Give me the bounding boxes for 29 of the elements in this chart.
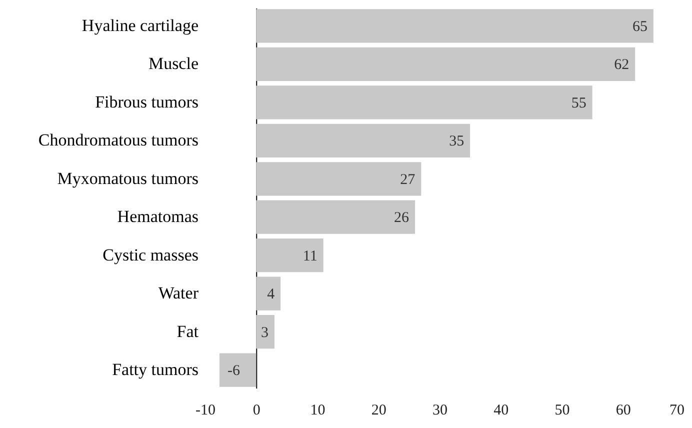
- x-tick-label: -10: [196, 402, 216, 418]
- data-label: 62: [614, 57, 630, 74]
- data-label: 3: [260, 324, 268, 341]
- data-label: 55: [571, 95, 586, 112]
- y-tick-label: Cystic masses: [102, 245, 198, 264]
- x-tick-label: 60: [616, 402, 631, 418]
- y-tick-label: Fibrous tumors: [95, 92, 198, 112]
- x-tick-label: 40: [494, 402, 509, 418]
- data-label: 65: [632, 18, 648, 35]
- y-tick-label: Hematomas: [117, 207, 198, 226]
- x-tick-label: 30: [432, 402, 448, 418]
- data-label: 4: [267, 286, 276, 303]
- data-label: 35: [449, 134, 464, 150]
- y-tick-label: Fat: [176, 322, 199, 341]
- x-tick-label: 10: [310, 402, 326, 418]
- y-tick-label: Hyaline cartilage: [82, 16, 198, 35]
- x-tick-label: 50: [554, 402, 570, 418]
- data-label: 11: [302, 248, 318, 264]
- y-tick-label: Myxomatous tumors: [57, 168, 198, 188]
- data-label: 27: [400, 172, 416, 188]
- x-tick-label: 20: [371, 402, 386, 418]
- x-tick-label: 0: [252, 402, 260, 418]
- y-tick-label: Water: [158, 284, 199, 303]
- data-label: 26: [394, 210, 410, 226]
- y-tick-label: Chondromatous tumors: [38, 130, 198, 150]
- y-tick-label: Muscle: [148, 54, 198, 74]
- x-tick-label: 70: [670, 402, 684, 418]
- data-label: -6: [227, 363, 240, 380]
- y-tick-label: Fatty tumors: [112, 360, 198, 380]
